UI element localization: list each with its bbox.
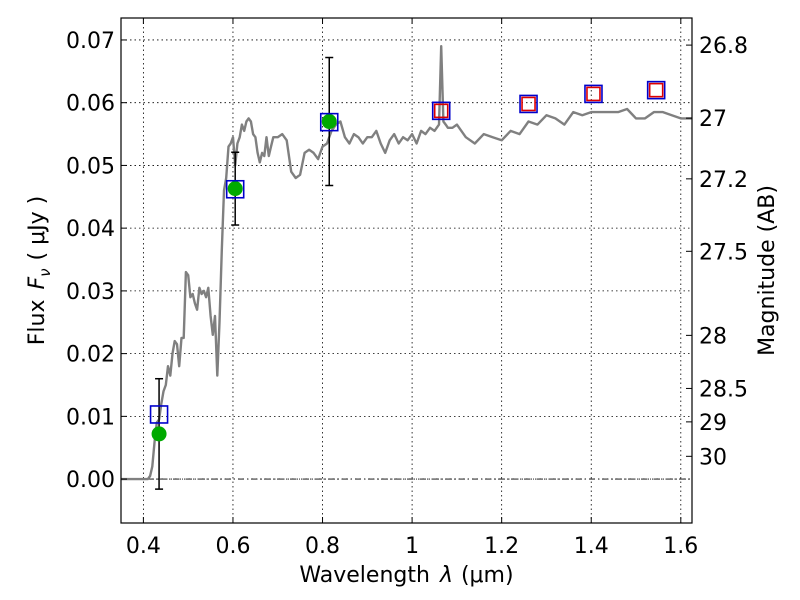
red-square-marker <box>521 96 536 112</box>
blue-square-marker <box>519 94 538 114</box>
x-tick-label: 1.4 <box>574 534 609 559</box>
y-tick-label: 0.02 <box>66 343 115 368</box>
photometry-point <box>151 426 167 442</box>
blue-square-marker <box>646 80 666 100</box>
spectrum-line <box>121 45 692 481</box>
x-tick-label: 1.6 <box>663 534 698 559</box>
y-tick-label: 0.03 <box>66 280 115 305</box>
red-square-marker <box>433 103 449 119</box>
y2-tick-label: 30 <box>699 445 727 470</box>
x-axis-label: Wavelength λ (μm) <box>299 563 513 588</box>
y-tick-label: 0.00 <box>66 468 115 493</box>
blue-square-marker <box>584 84 603 104</box>
y2-tick-label: 27.5 <box>699 240 748 265</box>
red-square-marker <box>648 82 664 98</box>
x-tick-label: 0.6 <box>215 534 250 559</box>
x-tick-label: 0.8 <box>305 534 340 559</box>
x-tick-label: 1 <box>405 534 419 559</box>
y2-tick-label: 28 <box>699 324 727 349</box>
axis-ticks: 0.4 0.6 0.8 1 1.2 1.4 1.6 0.00 0.01 0.02 0.03 0.04 0… <box>66 18 748 559</box>
y-axis-label: FluxFν( μJy ) <box>25 196 54 345</box>
photometry-point <box>227 181 243 197</box>
y2-tick-label: 29 <box>699 411 727 436</box>
y-tick-label: 0.04 <box>66 217 115 242</box>
y-tick-label: 0.07 <box>66 29 115 54</box>
plot-series <box>121 45 692 490</box>
y2-axis-label: Magnitude (AB) <box>755 185 780 356</box>
y2-tick-label: 27 <box>699 107 727 132</box>
x-tick-label: 0.4 <box>126 534 161 559</box>
photometry-point <box>321 114 337 130</box>
blue-square-marker <box>149 405 169 424</box>
y-tick-label: 0.01 <box>66 405 115 430</box>
y-tick-label: 0.05 <box>66 154 115 179</box>
blue-square-marker <box>431 101 451 121</box>
y2-tick-label: 26.8 <box>699 34 748 59</box>
y2-tick-label: 27.2 <box>699 168 748 193</box>
blue-square-marker <box>319 112 339 132</box>
y2-tick-label: 28.5 <box>699 377 748 402</box>
y-tick-label: 0.06 <box>66 92 115 117</box>
blue-square-marker <box>225 179 245 199</box>
plot-frame <box>120 17 693 524</box>
grid-lines <box>121 18 692 523</box>
red-square-marker <box>586 86 601 102</box>
x-tick-label: 1.2 <box>484 534 519 559</box>
